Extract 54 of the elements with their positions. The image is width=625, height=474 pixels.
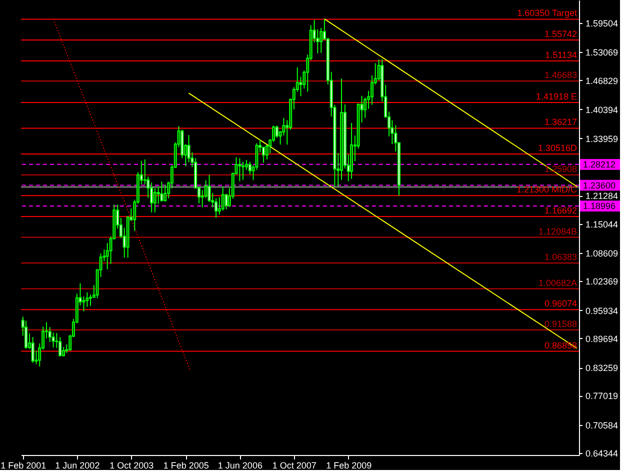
- candlestick: [143, 159, 146, 185]
- candlestick: [187, 134, 190, 163]
- y-tick-label: 1.59504: [586, 18, 618, 29]
- y-tick-label: 0.64344: [586, 448, 618, 458]
- ref-line-label: 1.18996: [583, 201, 616, 212]
- candlestick: [160, 181, 164, 202]
- y-tick-label: 0.70584: [586, 420, 618, 430]
- x-tick-label: 1 Jun 2006: [218, 460, 262, 470]
- candlestick: [86, 292, 89, 308]
- ref-line-label: 1.12084B: [538, 226, 577, 236]
- ref-line-label: 1.41918 E: [536, 91, 577, 102]
- ref-line-label: 1.60350 Target: [517, 8, 578, 18]
- ref-line-label: 0.96074: [544, 298, 577, 309]
- x-tick-label: 1 Jun 2002: [55, 460, 100, 470]
- y-tick-label: 1.21284: [586, 191, 618, 202]
- y-tick-label: 1.33959: [586, 134, 618, 144]
- y-tick-label: 1.08609: [586, 248, 618, 258]
- ref-line-label: 1.00682A: [538, 278, 577, 288]
- candlestick: [31, 336, 34, 364]
- ref-line-label: 1.55742: [544, 29, 577, 40]
- candlestick: [24, 320, 28, 350]
- x-tick-label: 1 Oct 2003: [110, 460, 154, 470]
- candlestick: [238, 158, 242, 182]
- ref-line-label: 1.51134: [545, 50, 577, 60]
- y-tick-label: 0.95934: [586, 306, 618, 316]
- y-tick-label: 1.46829: [586, 76, 618, 86]
- candlestick: [89, 294, 92, 306]
- candlestick: [82, 296, 86, 312]
- ref-line-label: 1.21300 MID/C: [516, 184, 578, 195]
- x-tick-label: 1 Oct 2007: [272, 460, 316, 470]
- y-tick-label: 1.53069: [586, 48, 618, 58]
- y-tick-label: 0.77019: [586, 391, 618, 402]
- candlestick: [221, 186, 224, 212]
- candlestick: [242, 161, 245, 180]
- candlestick: [58, 336, 62, 357]
- ref-line-label: 1.23600: [583, 180, 616, 190]
- ref-line-label: 1.28212: [583, 159, 616, 170]
- y-tick-label: 1.02369: [586, 276, 618, 287]
- x-tick-label: 1 Feb 2009: [326, 460, 372, 470]
- ref-line-label: 1.06383: [544, 252, 577, 262]
- x-tick-label: 1 Feb 2001: [0, 460, 46, 470]
- candlestick: [299, 76, 302, 97]
- candlestick: [153, 187, 156, 213]
- x-tick-label: 1 Feb 2005: [163, 460, 209, 470]
- ref-line-label: 0.91588: [544, 318, 577, 329]
- ref-line-label: 1.30516D: [538, 143, 578, 154]
- y-tick-label: 1.40394: [586, 104, 618, 115]
- y-tick-label: 1.15044: [586, 219, 618, 230]
- y-tick-label: 0.89694: [586, 334, 618, 344]
- y-tick-label: 0.83259: [586, 363, 618, 374]
- candlestick: [164, 184, 167, 202]
- ref-line-label: 1.36217: [544, 117, 577, 128]
- ref-line-label: 1.16692: [544, 205, 577, 216]
- ref-line-label: 1.46683: [544, 70, 577, 80]
